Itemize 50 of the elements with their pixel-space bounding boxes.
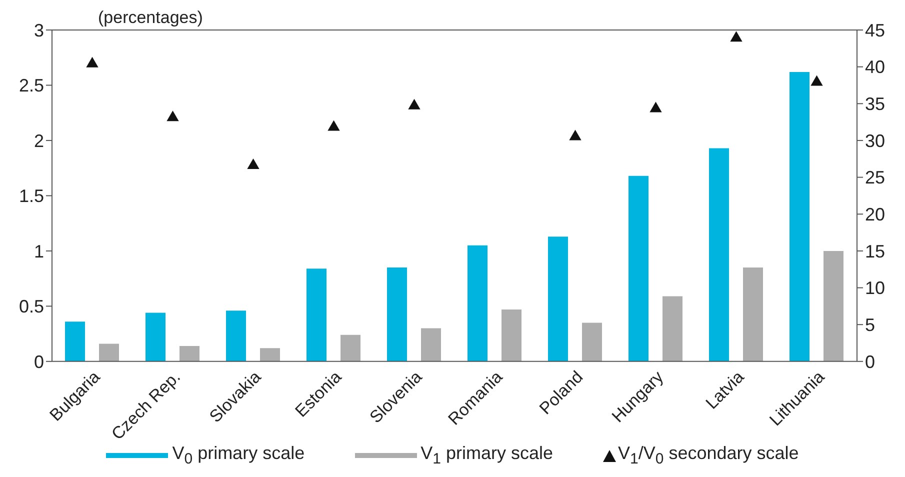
bar <box>628 176 648 362</box>
y2-tick-label: 35 <box>865 94 886 114</box>
bar <box>790 72 810 362</box>
point <box>86 56 98 68</box>
y-tick-label: 1 <box>34 241 44 262</box>
bar <box>743 268 763 362</box>
legend-label: V$_{0}$ primary scale <box>172 443 305 468</box>
point <box>166 110 179 122</box>
y2-tick-label: 30 <box>865 130 886 151</box>
bar <box>421 328 441 362</box>
point <box>569 130 582 140</box>
y2-tick-label: 10 <box>865 278 886 298</box>
y-tick-label: 3 <box>34 20 44 40</box>
bar <box>502 309 522 362</box>
bar <box>387 268 407 362</box>
bar <box>146 312 166 362</box>
bar <box>306 268 326 362</box>
bar <box>99 344 119 362</box>
point <box>810 75 823 86</box>
bar <box>709 148 729 362</box>
point <box>650 102 662 112</box>
chart-subtitle: (percentages) <box>98 8 203 27</box>
legend-label: V$_{1}$/V$_{0}$ secondary scale <box>618 443 799 468</box>
y2-tick-label: 5 <box>865 314 876 335</box>
legend-label: V$_{1}$ primary scale <box>420 443 553 468</box>
y2-tick-label: 15 <box>865 241 886 262</box>
bar <box>582 322 602 362</box>
y2-tick-label: 20 <box>865 204 886 225</box>
bar <box>824 250 844 362</box>
y-tick-label: 0.5 <box>18 296 44 317</box>
y2-tick-label: 0 <box>865 352 876 372</box>
y2-tick-label: 45 <box>865 20 886 40</box>
bar <box>65 322 85 362</box>
y-tick-label: 2 <box>34 130 44 151</box>
bar <box>468 245 488 362</box>
bar <box>548 236 568 362</box>
point <box>247 158 260 170</box>
y-tick-label: 1.5 <box>18 186 44 206</box>
bar <box>340 334 360 362</box>
point <box>408 98 420 110</box>
y-tick-label: 0 <box>34 352 44 372</box>
y-tick-label: 2.5 <box>18 76 44 96</box>
bar <box>662 296 682 362</box>
bar <box>180 346 200 362</box>
y2-tick-label: 40 <box>865 57 886 78</box>
point <box>730 31 742 42</box>
bar <box>260 348 280 362</box>
y2-tick-label: 25 <box>865 168 886 188</box>
point <box>328 120 340 131</box>
bar <box>226 310 246 362</box>
